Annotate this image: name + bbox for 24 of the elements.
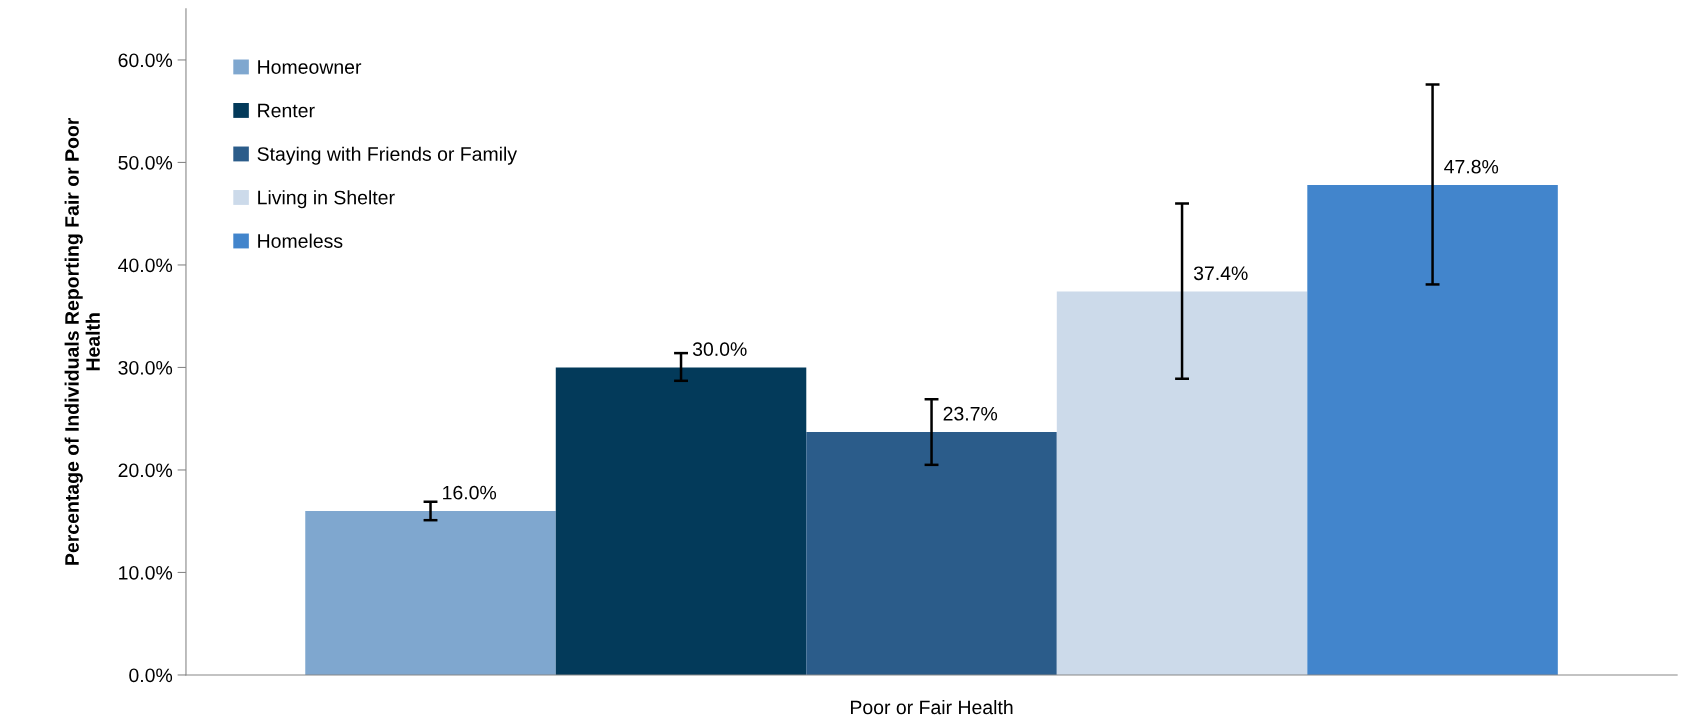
- y-tick-label: 30.0%: [118, 360, 173, 375]
- data-label: 23.7%: [943, 406, 998, 421]
- legend-label: Homeless: [258, 233, 343, 248]
- y-tick-label: 20.0%: [118, 463, 173, 478]
- legend-label: Renter: [258, 103, 315, 118]
- y-tick-label: 40.0%: [118, 258, 173, 273]
- y-tick-label: 60.0%: [118, 53, 173, 68]
- data-label: 16.0%: [443, 485, 497, 500]
- data-label: 47.8%: [1444, 159, 1499, 174]
- bar: [305, 510, 556, 675]
- y-tick-label: 50.0%: [118, 155, 173, 170]
- bar: [1307, 185, 1558, 675]
- x-tick-label: Poor or Fair Health: [851, 699, 1013, 715]
- data-label: 30.0%: [692, 342, 747, 357]
- legend-label: Staying with Friends or Family: [257, 146, 518, 165]
- y-axis-title: Percentage of Individuals Reporting Fair or Poor Health: [64, 117, 100, 565]
- legend-label: Homeowner: [258, 60, 362, 74]
- y-tick-label: 0.0%: [129, 668, 173, 683]
- legend-label: Living in Shelter: [258, 190, 395, 209]
- bar: [806, 432, 1057, 675]
- bar: [555, 367, 807, 675]
- data-label: 37.4%: [1193, 266, 1248, 281]
- y-tick-label: 10.0%: [119, 565, 173, 580]
- bar: [1056, 291, 1308, 675]
